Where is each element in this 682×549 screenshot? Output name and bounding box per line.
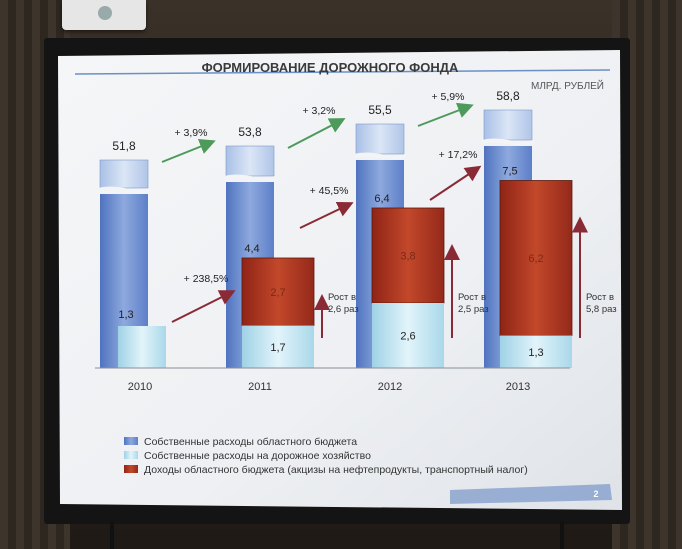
legend-swatch-own-road <box>124 451 138 459</box>
growth-road-label: + 45,5% <box>310 185 349 197</box>
bar-road-base <box>242 325 314 368</box>
bar-income-label: 2,7 <box>270 287 285 299</box>
page-number: 2 <box>593 489 598 499</box>
legend-label-income: Доходы областного бюджета (акцизы на неф… <box>144 464 528 476</box>
growth-income-label-line1: Рост в <box>328 292 356 303</box>
legend-label-own-regional: Собственные расходы областного бюджета <box>144 436 357 448</box>
growth-income-label-line1: Рост в <box>586 292 614 303</box>
bar-road-base <box>372 303 444 368</box>
bar-road-base-label: 1,7 <box>270 342 285 354</box>
legend-swatch-own-regional <box>124 437 138 445</box>
axis-break-mark <box>353 152 407 160</box>
x-axis-labels: 2010 2011 2012 2013 <box>128 381 530 393</box>
title-underline <box>74 69 611 75</box>
growth-road-arrow <box>429 165 482 201</box>
growth-top-label: + 3,9% <box>175 127 208 139</box>
bar-road-base <box>500 335 572 368</box>
legend: Собственные расходы областного бюджета С… <box>124 436 528 476</box>
growth-income-label-line2: 2,6 раз <box>328 304 359 315</box>
growth-road-label: + 17,2% <box>439 149 478 161</box>
slide-background <box>58 50 622 510</box>
bar-income <box>241 257 315 326</box>
bar-total-label: 55,5 <box>368 103 392 117</box>
bar-income-label: 3,8 <box>400 251 415 263</box>
growth-road-arrow <box>299 201 354 229</box>
growth-top-arrow <box>287 118 346 149</box>
bar-income <box>499 180 573 336</box>
screen-stand-left <box>110 521 114 549</box>
growth-top-arrow <box>161 139 216 163</box>
x-tick-label: 2012 <box>378 381 402 393</box>
bar-income-label: 6,2 <box>528 253 543 265</box>
screen-stand-right <box>560 521 564 549</box>
x-tick-label: 2011 <box>248 381 272 393</box>
bar-total-upper <box>355 123 405 155</box>
growth-road-label: + 238,5% <box>184 273 229 285</box>
bar-total-upper <box>225 145 275 177</box>
bar-road-base-label: 1,3 <box>528 347 543 359</box>
slide-title: ФОРМИРОВАНИЕ ДОРОЖНОГО ФОНДА <box>202 60 459 75</box>
bar-total-upper <box>483 109 533 141</box>
projector <box>62 0 146 30</box>
bar-road-own-label: 7,5 <box>502 166 517 178</box>
bar-total-label: 51,8 <box>112 139 136 153</box>
growth-income-label-line1: Рост в <box>458 292 486 303</box>
growth-top-arrow <box>417 102 474 127</box>
footer-strip <box>450 484 612 504</box>
growth-income-label-line2: 2,5 раз <box>458 304 489 315</box>
x-tick-label: 2010 <box>128 381 152 393</box>
growth-top-label: + 5,9% <box>432 91 465 103</box>
bar-income <box>371 207 445 304</box>
bar-road-own <box>118 326 166 368</box>
growth-road-arrow <box>171 290 236 323</box>
axis-break-mark <box>223 174 277 182</box>
growth-top-label: + 3,2% <box>303 105 336 117</box>
legend-label-own-road: Собственные расходы на дорожное хозяйств… <box>144 450 371 462</box>
axis-break-mark <box>97 186 151 194</box>
bar-road-own-label: 1,3 <box>118 309 133 321</box>
bar-chart: 1,3 51,8 2,7 1,7 4,4 53,8 3,8 2,6 6,4 55,5 6,2 1,3 7… <box>97 89 573 368</box>
legend-swatch-income <box>124 465 138 473</box>
projector-lens <box>98 6 112 20</box>
bar-road-own-label: 6,4 <box>374 193 389 205</box>
axis-break-mark <box>481 138 535 146</box>
growth-income-label-line2: 5,8 раз <box>586 304 617 315</box>
units-label: МЛРД. РУБЛЕЙ <box>531 79 604 92</box>
bar-road-own-label: 4,4 <box>244 243 259 255</box>
bar-road-base-label: 2,6 <box>400 331 415 343</box>
bar-total-upper <box>99 159 149 189</box>
bar-total-label: 58,8 <box>496 89 520 103</box>
bar-total-label: 53,8 <box>238 125 262 139</box>
x-tick-label: 2013 <box>506 381 530 393</box>
